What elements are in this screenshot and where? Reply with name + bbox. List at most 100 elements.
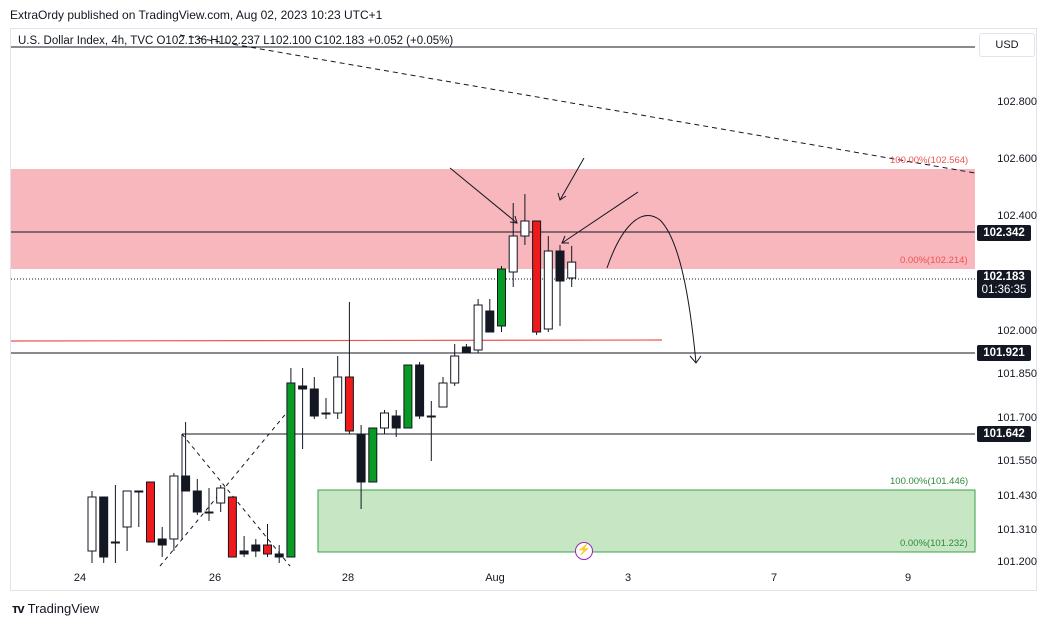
symbol-legend: U.S. Dollar Index, 4h, TVC O102.136 H102… xyxy=(18,35,454,47)
candle-body xyxy=(216,487,226,504)
candle[interactable] xyxy=(99,496,109,563)
fib-red-bottom-label: 0.00%(102.214) xyxy=(900,255,968,266)
candle[interactable] xyxy=(438,377,448,408)
current-price-tag[interactable]: 102.183 01:36:35 xyxy=(977,270,1031,298)
red-marker-line[interactable] xyxy=(10,339,663,342)
resistance-zone[interactable] xyxy=(11,169,975,269)
candle[interactable] xyxy=(274,545,284,563)
candle[interactable] xyxy=(415,362,425,419)
time-label: 26 xyxy=(208,572,222,584)
candle[interactable] xyxy=(368,427,378,483)
support-zone[interactable] xyxy=(317,489,976,553)
candle[interactable] xyxy=(356,425,366,509)
candle-body xyxy=(134,490,144,493)
candle[interactable] xyxy=(497,266,506,332)
price-label: 101.700 xyxy=(997,412,1037,424)
candle[interactable] xyxy=(485,299,495,333)
candle[interactable] xyxy=(426,401,436,461)
candles-layer[interactable] xyxy=(87,194,577,563)
fib-green-top-label: 100.00%(101.446) xyxy=(890,476,969,487)
candle-body xyxy=(438,382,448,408)
candle-body xyxy=(122,490,132,528)
candle-body xyxy=(157,538,167,546)
candle[interactable] xyxy=(87,491,97,563)
candle[interactable] xyxy=(216,485,226,512)
candle[interactable] xyxy=(567,245,577,287)
candle-body xyxy=(426,415,436,418)
candle-body xyxy=(99,496,109,558)
candle[interactable] xyxy=(532,220,542,335)
candle-body xyxy=(473,304,483,351)
candle-body xyxy=(263,544,272,555)
candle[interactable] xyxy=(227,496,237,558)
candle[interactable] xyxy=(192,479,202,515)
candle[interactable] xyxy=(380,410,389,434)
candle-body xyxy=(403,364,413,429)
candle[interactable] xyxy=(555,245,565,326)
upper-level-tag[interactable]: 102.342 xyxy=(977,225,1031,241)
candle-body xyxy=(146,481,155,543)
candle[interactable] xyxy=(344,302,354,434)
candle-body xyxy=(508,235,518,273)
current-price-value: 102.183 xyxy=(983,271,1025,283)
candle[interactable] xyxy=(333,356,343,419)
candle[interactable] xyxy=(181,422,191,492)
tradingview-mark-icon: тv xyxy=(12,601,25,616)
flash-icon[interactable]: ⚡ xyxy=(575,542,593,560)
dashed-pattern-line-b[interactable] xyxy=(159,404,294,567)
candle[interactable] xyxy=(461,344,471,354)
candle[interactable] xyxy=(204,488,214,521)
candle-body xyxy=(555,250,565,282)
tradingview-logo[interactable]: тv TradingView xyxy=(12,601,99,616)
candle[interactable] xyxy=(450,344,460,386)
candle[interactable] xyxy=(239,536,249,557)
fib-red-top-label: 100.00%(102.564) xyxy=(890,155,969,166)
time-label: 28 xyxy=(341,572,355,584)
mid-level-tag[interactable]: 101.921 xyxy=(977,345,1031,361)
brand-name: TradingView xyxy=(27,601,100,616)
publish-info: ExtraOrdy published on TradingView.com, … xyxy=(10,8,383,22)
candle[interactable] xyxy=(134,490,144,527)
candle[interactable] xyxy=(157,527,167,557)
annotation-arrows[interactable] xyxy=(449,157,702,364)
candle-body xyxy=(298,385,308,390)
chart-frame xyxy=(10,28,1037,591)
candle[interactable] xyxy=(146,481,155,543)
candle-body xyxy=(356,433,366,483)
candle[interactable] xyxy=(543,236,553,332)
candle[interactable] xyxy=(298,368,308,449)
candle[interactable] xyxy=(321,398,331,419)
candle-body xyxy=(344,376,354,432)
time-label: 9 xyxy=(904,572,912,584)
price-label: 102.000 xyxy=(997,325,1037,337)
time-label: 7 xyxy=(770,572,778,584)
candle[interactable] xyxy=(403,364,413,429)
candle[interactable] xyxy=(391,410,401,437)
candle-body xyxy=(532,220,542,333)
candle[interactable] xyxy=(473,299,483,353)
candle[interactable] xyxy=(286,368,296,558)
candle-body xyxy=(333,376,343,414)
candle-body xyxy=(368,427,378,483)
candle-body xyxy=(251,544,261,552)
candle-body xyxy=(274,553,284,558)
price-label: 101.430 xyxy=(997,490,1037,502)
candle[interactable] xyxy=(263,524,272,557)
candle-body xyxy=(450,355,460,384)
candle-body xyxy=(461,346,471,354)
lower-level-tag[interactable]: 101.642 xyxy=(977,426,1031,442)
candle[interactable] xyxy=(251,539,261,557)
currency-button[interactable]: USD xyxy=(979,33,1035,57)
candle[interactable] xyxy=(110,485,120,563)
candle[interactable] xyxy=(508,203,518,287)
candle[interactable] xyxy=(169,473,179,551)
price-label: 101.200 xyxy=(997,556,1037,568)
candle[interactable] xyxy=(309,377,319,419)
candle[interactable] xyxy=(520,194,530,245)
candle-body xyxy=(286,382,296,558)
candle-body xyxy=(309,388,319,417)
dashed-trendline[interactable] xyxy=(179,34,976,174)
candle[interactable] xyxy=(122,490,132,551)
price-label: 101.850 xyxy=(997,368,1037,380)
